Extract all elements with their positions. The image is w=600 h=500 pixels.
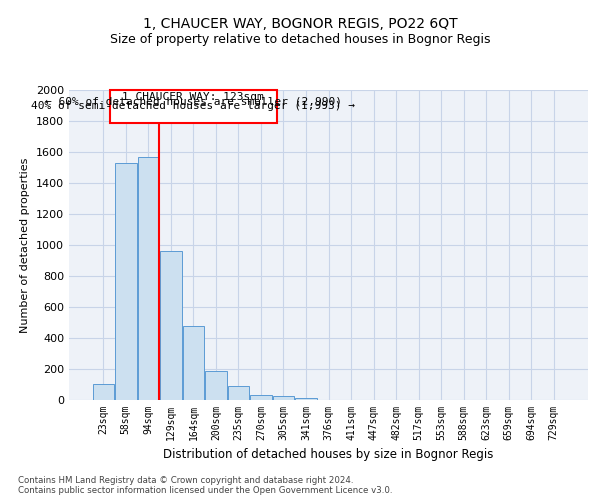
- Bar: [182, 326, 204, 400]
- Bar: [137, 156, 159, 400]
- Bar: [273, 396, 294, 400]
- Text: 1 CHAUCER WAY: 123sqm: 1 CHAUCER WAY: 123sqm: [122, 92, 264, 102]
- Text: 1, CHAUCER WAY, BOGNOR REGIS, PO22 6QT: 1, CHAUCER WAY, BOGNOR REGIS, PO22 6QT: [143, 18, 457, 32]
- X-axis label: Distribution of detached houses by size in Bognor Regis: Distribution of detached houses by size …: [163, 448, 494, 462]
- Text: ← 60% of detached houses are smaller (2,990): ← 60% of detached houses are smaller (2,…: [45, 96, 342, 106]
- Text: Contains HM Land Registry data © Crown copyright and database right 2024.: Contains HM Land Registry data © Crown c…: [18, 476, 353, 485]
- Text: Size of property relative to detached houses in Bognor Regis: Size of property relative to detached ho…: [110, 32, 490, 46]
- Text: Contains public sector information licensed under the Open Government Licence v3: Contains public sector information licen…: [18, 486, 392, 495]
- Bar: [250, 394, 272, 400]
- Bar: [115, 163, 137, 400]
- Y-axis label: Number of detached properties: Number of detached properties: [20, 158, 31, 332]
- Text: 40% of semi-detached houses are larger (1,993) →: 40% of semi-detached houses are larger (…: [31, 101, 355, 111]
- FancyBboxPatch shape: [110, 90, 277, 122]
- Bar: [92, 384, 114, 400]
- Bar: [205, 370, 227, 400]
- Bar: [295, 398, 317, 400]
- Bar: [160, 251, 182, 400]
- Bar: [228, 386, 249, 400]
